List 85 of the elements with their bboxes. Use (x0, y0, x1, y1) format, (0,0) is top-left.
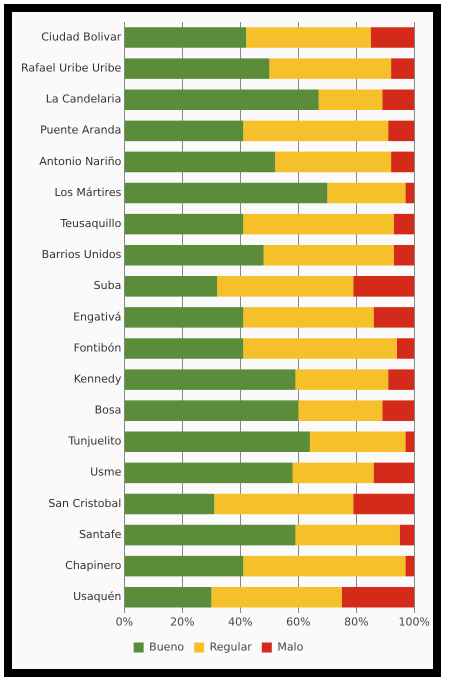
bar (406, 556, 414, 576)
bar (342, 586, 414, 608)
bar (406, 432, 414, 452)
bar (124, 338, 244, 359)
y-tick-label: Bosa (94, 404, 122, 417)
bar (310, 432, 406, 452)
y-tick-label: Tunjuelito (67, 434, 122, 448)
y-tick-label: Chapinero (65, 559, 122, 572)
bar (124, 586, 212, 608)
bar (243, 120, 388, 142)
bar (124, 27, 246, 48)
bar (124, 244, 264, 266)
bar (318, 89, 382, 110)
y-tick-label: Rafael Uribe Uribe (20, 62, 122, 74)
bar (211, 586, 342, 608)
bar (124, 307, 244, 328)
y-tick-label: Los Mártires (54, 186, 122, 199)
bar (374, 462, 414, 484)
bar (353, 494, 414, 514)
bar (269, 58, 392, 79)
bar (124, 524, 296, 546)
bar (391, 58, 414, 79)
bar (388, 369, 414, 390)
bar (394, 214, 414, 234)
x-tick-label: 0% (116, 615, 134, 628)
bar (124, 58, 270, 79)
y-tick-label: Usaquén (73, 590, 122, 604)
bar (243, 338, 397, 359)
bar (275, 152, 392, 172)
bar (327, 182, 406, 204)
y-tick-label: Kennedy (74, 372, 122, 386)
x-tick-label: 40% (228, 615, 253, 628)
bar (292, 462, 374, 484)
y-tick-label: La Candelaria (46, 92, 122, 106)
bar (353, 276, 414, 297)
bar (394, 244, 414, 266)
x-tick-label: 100% (398, 615, 430, 628)
bar (124, 89, 319, 110)
bar (388, 120, 414, 142)
bar (243, 556, 406, 576)
legend-label: Malo (277, 640, 304, 654)
bar (243, 214, 394, 234)
y-tick-label: Antonio Nariño (39, 154, 122, 168)
legend-label: Bueno (149, 640, 184, 654)
y-tick-label: Puente Aranda (40, 124, 122, 137)
bar (391, 152, 414, 172)
bar (124, 369, 296, 390)
bar (295, 369, 388, 390)
bar (124, 182, 328, 204)
y-tick-label: Engativá (73, 310, 122, 324)
y-tick-label: San Cristobal (48, 496, 122, 510)
bar (124, 432, 310, 452)
bar (124, 462, 292, 484)
bar (246, 27, 371, 48)
bar (295, 524, 400, 546)
bar (124, 494, 214, 514)
y-tick-label: Ciudad Bolivar (41, 30, 122, 44)
bar (124, 556, 244, 576)
bar (374, 307, 414, 328)
bar (217, 276, 354, 297)
bar (124, 214, 244, 234)
bar (406, 182, 414, 204)
bar (382, 400, 414, 421)
x-tick-label: 80% (344, 615, 369, 628)
bar (370, 27, 414, 48)
x-tick-label: 60% (286, 615, 311, 628)
legend-label: Regular (210, 640, 252, 654)
bar (396, 338, 414, 359)
bar (124, 400, 298, 421)
y-tick-label: Suba (94, 279, 122, 292)
bar (124, 120, 244, 142)
bar (264, 244, 394, 266)
bar (400, 524, 414, 546)
bar (382, 89, 414, 110)
bar (298, 400, 382, 421)
bar (124, 276, 218, 297)
y-tick-label: Fontibón (74, 341, 122, 354)
bar (214, 494, 354, 514)
y-tick-label: Barrios Unidos (42, 248, 122, 262)
bar (243, 307, 374, 328)
bar (124, 152, 276, 172)
y-tick-label: Santafe (78, 528, 122, 541)
y-tick-label: Teusaquillo (59, 216, 122, 230)
x-tick-label: 20% (170, 615, 195, 628)
y-tick-label: Usme (90, 466, 122, 479)
